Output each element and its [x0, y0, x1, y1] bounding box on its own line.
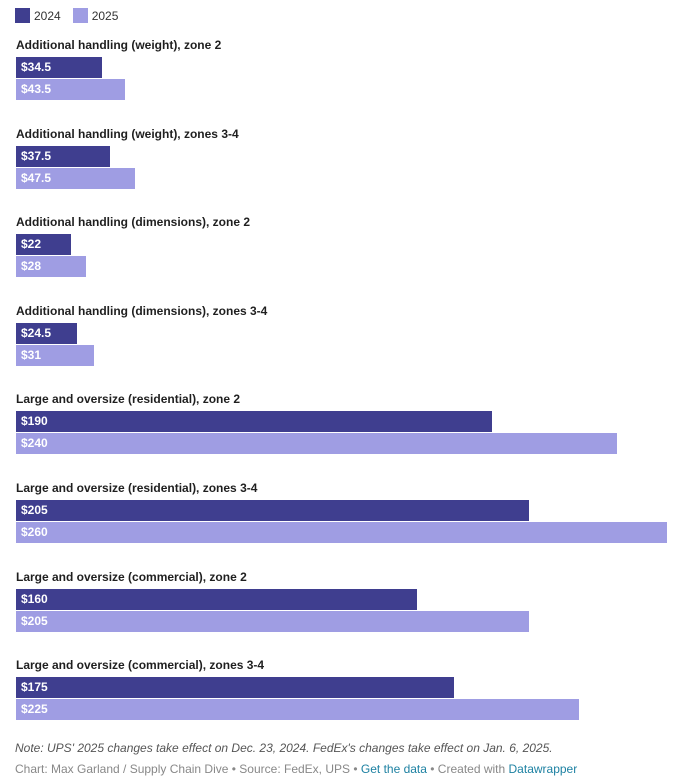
bar-value-label: $34.5 — [21, 60, 52, 74]
chart-notes: Note: UPS' 2025 changes take effect on D… — [15, 741, 553, 755]
bar-value-label: $175 — [21, 680, 48, 695]
bar-2025 — [16, 433, 617, 455]
legend-label-2025: 2025 — [91, 8, 119, 23]
bar-2024 — [16, 500, 530, 521]
bar-value-label: $260 — [21, 525, 48, 539]
datawrapper-link[interactable]: Datawrapper — [508, 762, 578, 776]
legend-swatch-2024 — [15, 8, 30, 23]
bar-value-label: $22 — [21, 237, 42, 252]
bar-value-label: $205 — [21, 503, 48, 517]
bar-2025 — [16, 256, 87, 278]
bar-2025 — [16, 344, 94, 366]
bar-2024 — [16, 677, 455, 699]
bar-2024 — [16, 588, 417, 610]
legend-item-2024: 2024 — [15, 8, 61, 23]
footer-credit: Chart: Max Garland / Supply Chain Dive •… — [15, 762, 361, 776]
bar-2024 — [16, 322, 78, 344]
bar-value-label: $240 — [21, 436, 48, 451]
bar-value-label: $160 — [21, 591, 48, 606]
bar-value-label: $47.5 — [21, 170, 52, 185]
legend-item-2025: 2025 — [72, 8, 119, 23]
bar-value-label: $43.5 — [21, 82, 52, 96]
bar-chart: Additional handling (weight), zone 2 $34.… — [16, 38, 667, 721]
get-the-data-link[interactable]: Get the data — [360, 762, 427, 776]
bar-2024 — [16, 411, 492, 433]
legend: 2024 2025 — [15, 8, 130, 23]
legend-swatch-2025 — [72, 8, 88, 23]
category-label: Additional handling (weight), zones 3-4 — [16, 126, 239, 141]
bar-value-label: $31 — [21, 347, 42, 362]
category-label: Large and oversize (residential), zones … — [16, 481, 258, 495]
category-label: Large and oversize (residential), zone 2 — [16, 392, 241, 407]
bar-2025 — [16, 79, 125, 100]
bar-2025 — [16, 610, 530, 632]
bar-2024 — [16, 234, 72, 256]
category-label: Additional handling (weight), zone 2 — [16, 38, 222, 52]
legend-label-2024: 2024 — [34, 8, 61, 23]
footer-separator: • Created with — [426, 762, 509, 776]
chart-footer: Chart: Max Garland / Supply Chain Dive •… — [15, 762, 577, 776]
bar-2024 — [16, 57, 103, 78]
bar-2025 — [16, 167, 135, 189]
bar-2025 — [16, 522, 667, 543]
category-label: Large and oversize (commercial), zone 2 — [16, 569, 247, 584]
bar-value-label: $205 — [21, 613, 48, 628]
category-label: Large and oversize (commercial), zones 3… — [16, 658, 265, 673]
bar-2024 — [16, 145, 110, 167]
bar-value-label: $28 — [21, 259, 42, 274]
bar-value-label: $190 — [21, 414, 48, 429]
bar-value-label: $37.5 — [21, 148, 52, 163]
bar-2025 — [16, 699, 580, 721]
category-label: Additional handling (dimensions), zone 2 — [16, 215, 250, 230]
bar-value-label: $225 — [21, 702, 48, 717]
bar-value-label: $24.5 — [21, 325, 52, 340]
category-label: Additional handling (dimensions), zones … — [16, 303, 268, 318]
